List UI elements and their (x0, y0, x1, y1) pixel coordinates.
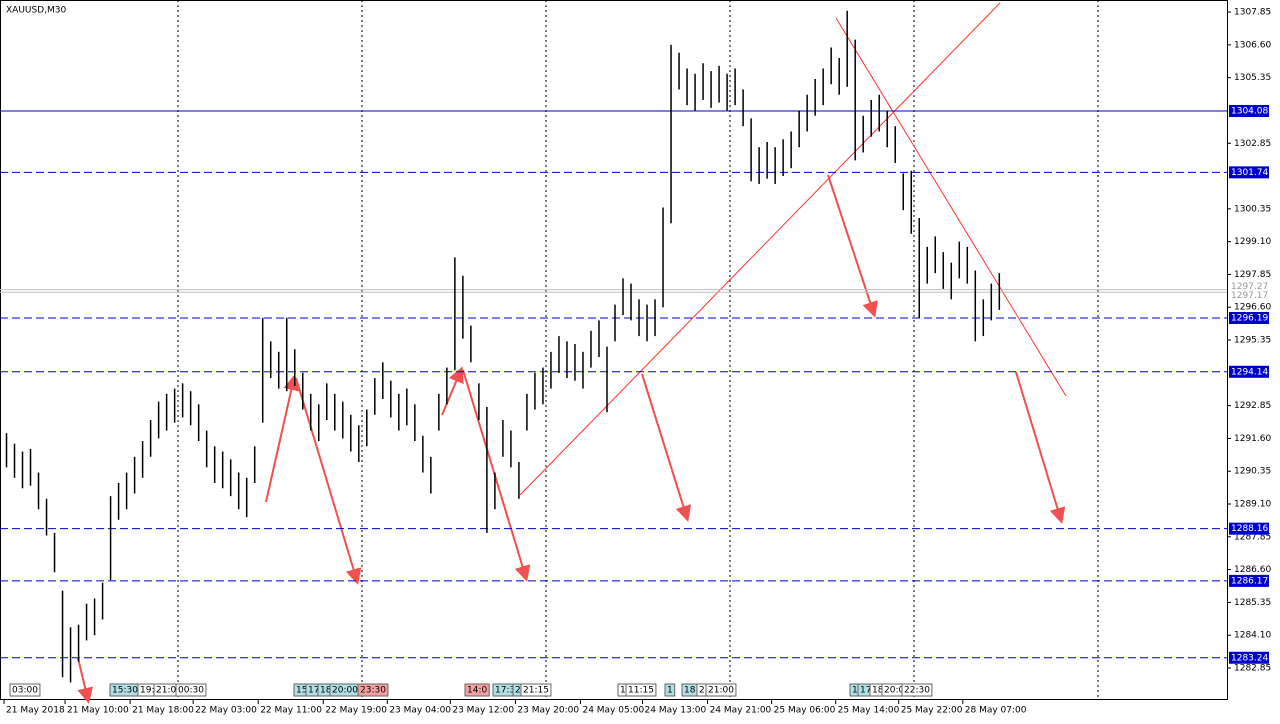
x-tick-label: 24 May 13:00 (645, 706, 707, 716)
event-tag: 2 (515, 686, 521, 696)
event-tag: 21:00 (156, 686, 182, 696)
level-label: 1286.17 (1231, 576, 1268, 586)
x-tick-label: 23 May 04:00 (389, 706, 451, 716)
x-tick-label: 21 May 10:00 (67, 706, 129, 716)
y-tick-label: 1292.85 (1234, 401, 1271, 411)
y-tick-label: 1299.10 (1234, 237, 1271, 247)
y-tick-label: 1285.35 (1234, 598, 1271, 608)
level-label-box (1229, 104, 1269, 117)
y-tick-label: 1291.60 (1234, 434, 1271, 444)
event-tag-box (705, 683, 737, 697)
event-tag: 17:3 (495, 686, 515, 696)
y-tick-label: 1289.10 (1234, 500, 1271, 510)
x-tick-label: 25 May 14:00 (838, 706, 900, 716)
event-tag: 1 (852, 686, 858, 696)
event-tag-box (357, 683, 389, 697)
x-tick-label: 28 May 07:00 (965, 706, 1027, 716)
level-label: 1301.74 (1231, 168, 1268, 178)
event-tag: 20:0 (884, 686, 904, 696)
x-tick-label: 24 May 21:00 (710, 706, 772, 716)
event-tag: 00:30 (178, 686, 204, 696)
event-tag: 18: (684, 686, 698, 696)
level-label: 1296.19 (1231, 313, 1268, 323)
event-tag: 03:00 (12, 686, 38, 696)
day-separators (177, 0, 1099, 700)
level-label: 1294.14 (1231, 367, 1268, 377)
event-tag: 14:0 (467, 686, 487, 696)
event-tag: 15 (296, 686, 307, 696)
x-tick-label: 21 May 2018 (6, 706, 65, 716)
y-tick-label: 1297.85 (1234, 270, 1271, 280)
level-label: 1304.08 (1231, 106, 1268, 116)
y-tick-label: 1284.10 (1234, 631, 1271, 641)
level-label-box (1229, 651, 1269, 664)
event-tag-box (625, 683, 657, 697)
level-label-box (1229, 311, 1269, 324)
x-tick-label: 23 May 20:00 (517, 706, 579, 716)
level-label-box (1229, 574, 1269, 587)
level-label: 1288.16 (1231, 524, 1268, 534)
event-tag: 21:00 (708, 686, 734, 696)
event-tag: 15:30 (112, 686, 138, 696)
event-tag-box (520, 683, 552, 697)
chart-title: XAUUSD,M30 (6, 6, 66, 16)
event-tag: 23:30 (360, 686, 386, 696)
y-tick-label: 1307.85 (1234, 8, 1271, 18)
level-label: 1283.24 (1231, 653, 1268, 663)
event-tag-box (464, 683, 490, 697)
event-tag-box (9, 683, 41, 697)
plot-frame (0, 0, 1228, 700)
price-label: 1297.27 (1231, 282, 1268, 292)
y-tick-label: 1300.35 (1234, 204, 1271, 214)
event-tag: 22:30 (904, 686, 930, 696)
event-tag-box (664, 683, 676, 697)
y-tick-label: 1286.60 (1234, 565, 1271, 575)
trend-lines (519, 2, 1067, 496)
y-tick-label: 1287.85 (1234, 532, 1271, 542)
x-tick-label: 22 May 11:00 (260, 706, 322, 716)
x-tick-label: 23 May 12:00 (452, 706, 514, 716)
event-tag: 17 (860, 686, 871, 696)
x-tick-label: 22 May 03:00 (195, 706, 257, 716)
x-tick-label: 24 May 05:00 (582, 706, 644, 716)
event-tag: 18 (872, 686, 884, 696)
x-tick-label: 22 May 19:00 (325, 706, 387, 716)
event-tag: 17 (308, 686, 319, 696)
event-tag: 21:15 (523, 686, 549, 696)
event-tag: 19: (140, 686, 154, 696)
x-tick-label: 25 May 06:00 (774, 706, 836, 716)
y-tick-label: 1295.35 (1234, 336, 1271, 346)
x-tick-label: 21 May 18:00 (132, 706, 194, 716)
event-tag: 20:00 (332, 686, 358, 696)
y-tick-label: 1305.35 (1234, 73, 1271, 83)
level-label-box (1229, 522, 1269, 535)
x-tick-label: 25 May 22:00 (901, 706, 963, 716)
event-tag: 2 (699, 686, 705, 696)
event-tag: 1 (667, 686, 673, 696)
level-label-box (1229, 365, 1269, 378)
level-label-box (1229, 166, 1269, 179)
event-tag: 1 (620, 686, 626, 696)
event-tag-box (901, 683, 933, 697)
y-tick-label: 1296.60 (1234, 303, 1271, 313)
event-tag-box (175, 683, 207, 697)
y-tick-label: 1306.60 (1234, 40, 1271, 50)
y-tick-label: 1282.85 (1234, 663, 1271, 673)
price-label: 1297.17 (1231, 291, 1268, 301)
y-tick-label: 1302.85 (1234, 139, 1271, 149)
event-tag: 18 (320, 686, 332, 696)
y-tick-label: 1290.35 (1234, 467, 1271, 477)
event-tag: 11:15 (628, 686, 654, 696)
